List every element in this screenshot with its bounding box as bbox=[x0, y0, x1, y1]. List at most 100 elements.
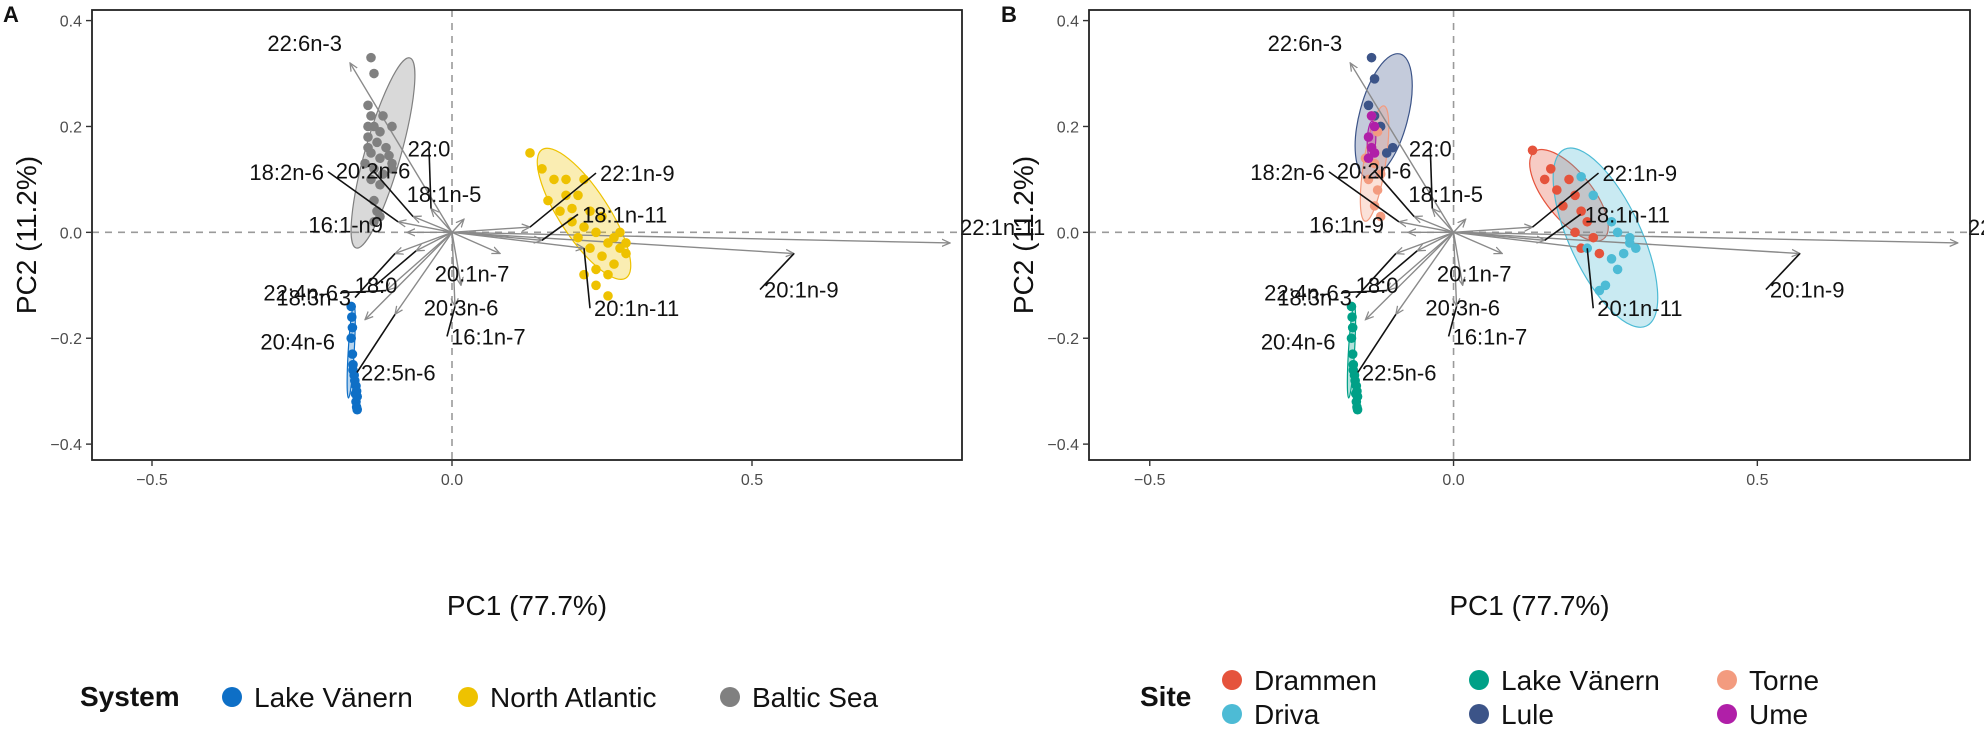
x-tick-label: 0.5 bbox=[1746, 472, 1768, 489]
loading-label: 22:5n-6 bbox=[1362, 360, 1437, 385]
data-point bbox=[347, 349, 358, 359]
loading-arrow bbox=[1387, 231, 1455, 290]
loading-arrow bbox=[1453, 231, 1503, 253]
legend-label: North Atlantic bbox=[490, 682, 657, 713]
loading-arrow bbox=[350, 63, 453, 233]
label-leader-line bbox=[1532, 172, 1600, 228]
data-point bbox=[537, 164, 547, 174]
legend-swatch bbox=[720, 687, 740, 707]
data-point bbox=[609, 259, 619, 269]
loading-arrow bbox=[451, 231, 500, 253]
data-point bbox=[1372, 185, 1383, 195]
legend-swatch bbox=[1717, 670, 1737, 690]
data-point bbox=[597, 211, 607, 222]
legend-label: Driva bbox=[1254, 699, 1320, 730]
loading-arrow bbox=[1414, 216, 1454, 234]
data-point bbox=[585, 206, 595, 216]
label-leader-line bbox=[583, 248, 591, 309]
label-leader-line bbox=[1429, 148, 1434, 209]
label-leader-line bbox=[428, 148, 432, 209]
data-point bbox=[387, 121, 397, 132]
data-point bbox=[615, 227, 625, 238]
data-point bbox=[363, 121, 373, 132]
data-point bbox=[347, 322, 358, 333]
y-tick-label: 0.0 bbox=[1057, 225, 1079, 242]
data-point bbox=[363, 142, 373, 153]
loading-arrow bbox=[413, 216, 453, 234]
y-tick-label: −0.2 bbox=[50, 331, 82, 348]
data-point bbox=[1363, 153, 1374, 164]
label-leader-line bbox=[1355, 252, 1397, 299]
data-point bbox=[347, 312, 357, 322]
loading-label: 18:2n-6 bbox=[1250, 160, 1325, 185]
loading-label: 18:1n-11 bbox=[582, 202, 667, 227]
loading-arrow bbox=[431, 209, 453, 233]
label-leader-line bbox=[541, 213, 579, 241]
loading-arrow bbox=[1399, 222, 1454, 234]
loading-arrow bbox=[398, 222, 453, 234]
legend-label: Torne bbox=[1749, 665, 1819, 696]
loading-arrow bbox=[395, 231, 453, 314]
loading-arrow bbox=[1432, 209, 1455, 233]
data-point bbox=[369, 216, 379, 227]
label-leader-line bbox=[1586, 248, 1595, 309]
data-point bbox=[561, 190, 571, 201]
data-point bbox=[387, 164, 397, 174]
data-point bbox=[375, 153, 385, 164]
loading-arrow bbox=[1350, 63, 1455, 233]
data-point bbox=[1606, 216, 1617, 227]
loading-label: 18:2n-6 bbox=[249, 160, 324, 185]
data-point bbox=[1366, 111, 1377, 121]
loading-arrow bbox=[451, 219, 464, 233]
data-point bbox=[573, 190, 583, 201]
loading-arrow bbox=[386, 231, 453, 290]
data-point bbox=[1606, 254, 1617, 264]
data-point bbox=[1348, 365, 1359, 375]
loading-label: 20:1n-11 bbox=[1597, 296, 1682, 321]
loading-label: 18:3n-3 bbox=[276, 286, 351, 311]
x-tick-label: −0.5 bbox=[136, 472, 168, 489]
legend-swatch bbox=[458, 687, 478, 707]
x-tick-label: 0.0 bbox=[441, 472, 463, 489]
loading-label: 22:6n-3 bbox=[1268, 31, 1343, 56]
confidence-ellipse bbox=[1552, 147, 1659, 328]
legend-label: Lake Vänern bbox=[1501, 665, 1660, 696]
data-point bbox=[1618, 248, 1629, 259]
panel-letter: B bbox=[1001, 2, 1017, 27]
loading-label: 22:1n-9 bbox=[600, 161, 675, 186]
y-tick-label: 0.2 bbox=[1057, 119, 1079, 136]
label-leader-line bbox=[529, 172, 597, 228]
plot-frame bbox=[1088, 9, 1971, 461]
label-leader-line bbox=[446, 306, 456, 337]
y-tick-label: −0.4 bbox=[1047, 437, 1079, 454]
data-point bbox=[369, 68, 379, 79]
loading-arrow bbox=[365, 231, 453, 319]
loading-label: 22:1n-11 bbox=[1968, 215, 1984, 240]
data-point bbox=[1347, 349, 1358, 359]
data-point bbox=[350, 389, 361, 399]
data-point bbox=[346, 333, 357, 344]
loading-arrow bbox=[451, 232, 461, 285]
legend-swatch bbox=[1222, 670, 1242, 690]
loading-label: 20:4n-6 bbox=[1261, 330, 1336, 355]
loading-arrow bbox=[451, 231, 950, 243]
loading-label: 18:3n-3 bbox=[1277, 286, 1352, 311]
data-point bbox=[1363, 174, 1374, 185]
legend-swatch bbox=[1222, 704, 1242, 724]
loading-label: 20:1n-7 bbox=[1437, 262, 1512, 287]
data-point bbox=[1624, 232, 1635, 243]
data-point bbox=[1346, 301, 1357, 312]
data-point bbox=[573, 232, 583, 243]
data-point bbox=[366, 52, 376, 63]
loading-label: 16:1-n9 bbox=[308, 212, 383, 237]
data-point bbox=[567, 216, 577, 227]
panel-letter: A bbox=[3, 2, 19, 27]
data-point bbox=[1369, 74, 1380, 84]
data-point bbox=[621, 248, 631, 259]
data-point bbox=[352, 404, 363, 415]
data-point bbox=[591, 264, 601, 275]
label-leader-line bbox=[1447, 306, 1458, 337]
data-point bbox=[1527, 145, 1538, 156]
data-point bbox=[1570, 190, 1580, 201]
